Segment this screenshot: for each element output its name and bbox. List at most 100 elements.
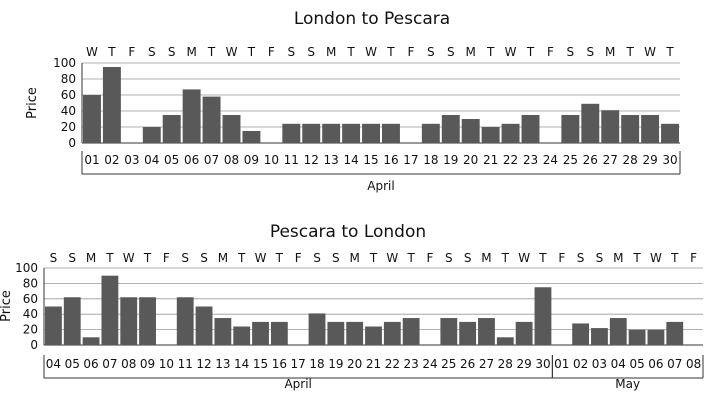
day-of-week-label: S [68,251,76,265]
chart-title: Pescara to London [270,222,426,242]
x-tick-label: 15 [253,357,268,371]
day-of-week-label: T [501,251,510,265]
bar [641,115,660,143]
x-tick-label: 06 [648,357,663,371]
day-of-week-label: W [505,45,517,59]
bar [382,123,400,143]
day-of-week-label: W [86,45,98,59]
y-tick-label: 80 [61,72,76,86]
x-tick-label: 12 [304,153,319,167]
bar [362,123,380,143]
day-of-week-label: W [226,45,238,59]
day-of-week-label: S [445,251,453,265]
bar [182,89,201,143]
day-of-week-label: S [586,45,594,59]
day-of-week-label: S [447,45,455,59]
bar [120,297,138,345]
x-tick-label: 28 [623,153,638,167]
day-of-week-label: S [181,251,189,265]
day-of-week-label: M [613,251,623,265]
day-of-week-label: S [50,251,58,265]
bar [139,297,156,345]
bar [282,123,301,143]
y-tick-label: 40 [23,307,38,321]
day-of-week-label: S [427,45,435,59]
day-of-week-label: F [128,45,135,59]
bar [461,119,480,143]
london-to-pescara-chart: London to Pescara 0 20 40 60 80 100 Price W 01 T 02… [25,9,681,193]
day-of-week-label: S [313,251,321,265]
day-of-week-label: M [605,45,615,59]
day-of-week-label: T [275,251,284,265]
x-tick-label: 06 [184,153,199,167]
day-of-week-label: T [665,45,674,59]
day-of-week-label: T [406,251,415,265]
x-tick-label: 18 [309,357,324,371]
x-tick-label: 07 [102,357,117,371]
x-tick-label: 05 [164,153,179,167]
day-of-week-label: M [349,251,359,265]
x-tick-label: 03 [124,153,139,167]
day-of-week-label: F [558,251,565,265]
x-tick-label: 26 [460,357,475,371]
bar [142,127,161,143]
x-tick-label: 03 [592,357,607,371]
x-tick-label: 30 [535,357,550,371]
month-label: May [615,377,640,391]
day-of-week-label: F [407,45,414,59]
x-tick-label: 07 [667,357,682,371]
x-tick-label: 19 [443,153,458,167]
month-label: April [367,179,394,193]
pescara-to-london-chart: Pescara to London020406080100PriceS04S05… [0,222,704,391]
day-of-week-label: S [577,251,585,265]
x-tick-label: 10 [264,153,279,167]
bar [628,329,646,345]
bar [214,318,232,345]
day-of-week-label: W [644,45,656,59]
bar [561,115,580,143]
day-of-week-label: T [247,45,256,59]
y-tick-label: 20 [61,120,76,134]
bar [270,321,288,345]
bar [83,95,101,143]
x-tick-label: 23 [523,153,538,167]
bar [521,115,540,143]
bar [222,115,241,143]
bar [242,131,261,143]
x-tick-label: 25 [441,357,456,371]
x-tick-label: 01 [84,153,99,167]
day-of-week-label: F [268,45,275,59]
month-label: April [284,377,311,391]
bar [365,326,382,345]
x-tick-label: 08 [686,357,701,371]
x-tick-label: 13 [215,357,230,371]
x-tick-label: 19 [328,357,343,371]
x-tick-label: 02 [104,153,119,167]
day-of-week-label: S [567,45,575,59]
day-of-week-label: T [632,251,641,265]
x-tick-label: 01 [554,357,569,371]
day-of-week-label: T [670,251,679,265]
x-tick-label: 15 [363,153,378,167]
bar [459,321,477,345]
day-of-week-label: M [326,45,336,59]
x-tick-label: 28 [498,357,513,371]
x-tick-label: 04 [46,357,61,371]
day-of-week-label: T [105,251,114,265]
bar [591,328,608,345]
x-tick-label: 11 [178,357,193,371]
day-of-week-label: S [200,251,208,265]
bar [102,67,121,143]
x-tick-label: 06 [83,357,98,371]
x-tick-label: 08 [121,357,136,371]
bar [441,115,460,143]
y-tick-label: 60 [23,292,38,306]
bar [501,123,520,143]
y-tick-label: 40 [61,104,76,118]
day-of-week-label: T [386,45,395,59]
x-tick-label: 14 [234,357,249,371]
day-of-week-label: W [255,251,267,265]
bar [162,115,181,143]
bar [621,115,640,143]
x-tick-label: 21 [366,357,381,371]
